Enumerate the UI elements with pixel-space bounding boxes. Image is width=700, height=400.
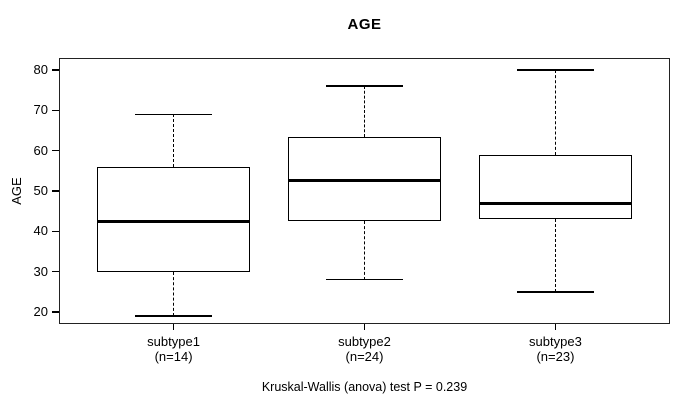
y-axis-tick (52, 109, 59, 112)
median-line (97, 219, 250, 223)
y-axis-tick-label: 70 (33, 102, 48, 118)
y-axis-tick (52, 69, 59, 71)
y-axis-tick (52, 230, 59, 233)
upper-whisker-cap (135, 113, 212, 116)
x-axis-tick (554, 324, 557, 330)
x-axis-category-label: subtype3 (n=23) (485, 334, 625, 364)
x-axis-category-label: subtype1 (n=14) (104, 334, 244, 364)
iqr-box (288, 136, 441, 222)
upper-whisker-line (363, 86, 365, 137)
category-name: subtype2 (338, 334, 391, 349)
chart-title: AGE (347, 16, 382, 33)
category-count: (n=24) (345, 349, 384, 364)
upper-whisker-line (172, 114, 174, 167)
lower-whisker-cap (135, 315, 212, 317)
y-axis-tick (52, 311, 59, 313)
iqr-box (97, 166, 250, 272)
y-axis-tick-label: 50 (33, 183, 48, 198)
category-count: (n=14) (154, 349, 193, 364)
upper-whisker-line (554, 70, 556, 155)
lower-whisker-line (172, 271, 174, 316)
x-axis-tick (172, 324, 175, 330)
upper-whisker-cap (326, 85, 403, 87)
x-axis-tick (363, 324, 366, 330)
x-axis-category-label: subtype2 (n=24) (295, 334, 435, 364)
stat-test-caption: Kruskal-Wallis (anova) test P = 0.239 (261, 380, 468, 394)
category-name: subtype3 (529, 334, 582, 349)
y-axis-tick (52, 149, 59, 152)
y-axis-tick (52, 270, 59, 273)
y-axis-tick-label: 30 (33, 263, 48, 279)
lower-whisker-cap (326, 278, 403, 281)
y-axis-tick-label: 20 (33, 303, 48, 319)
y-axis-tick-label: 60 (33, 142, 48, 158)
y-axis-tick-label: 40 (33, 223, 48, 239)
median-line (479, 201, 632, 205)
median-line (288, 179, 441, 183)
y-axis-tick-label: 80 (33, 62, 48, 78)
lower-whisker-line (554, 219, 556, 292)
upper-whisker-cap (517, 69, 594, 71)
lower-whisker-line (363, 221, 365, 280)
iqr-box (479, 154, 632, 220)
lower-whisker-cap (517, 291, 594, 293)
y-axis-tick (52, 190, 59, 192)
category-count: (n=23) (536, 349, 575, 364)
category-name: subtype1 (147, 334, 200, 349)
